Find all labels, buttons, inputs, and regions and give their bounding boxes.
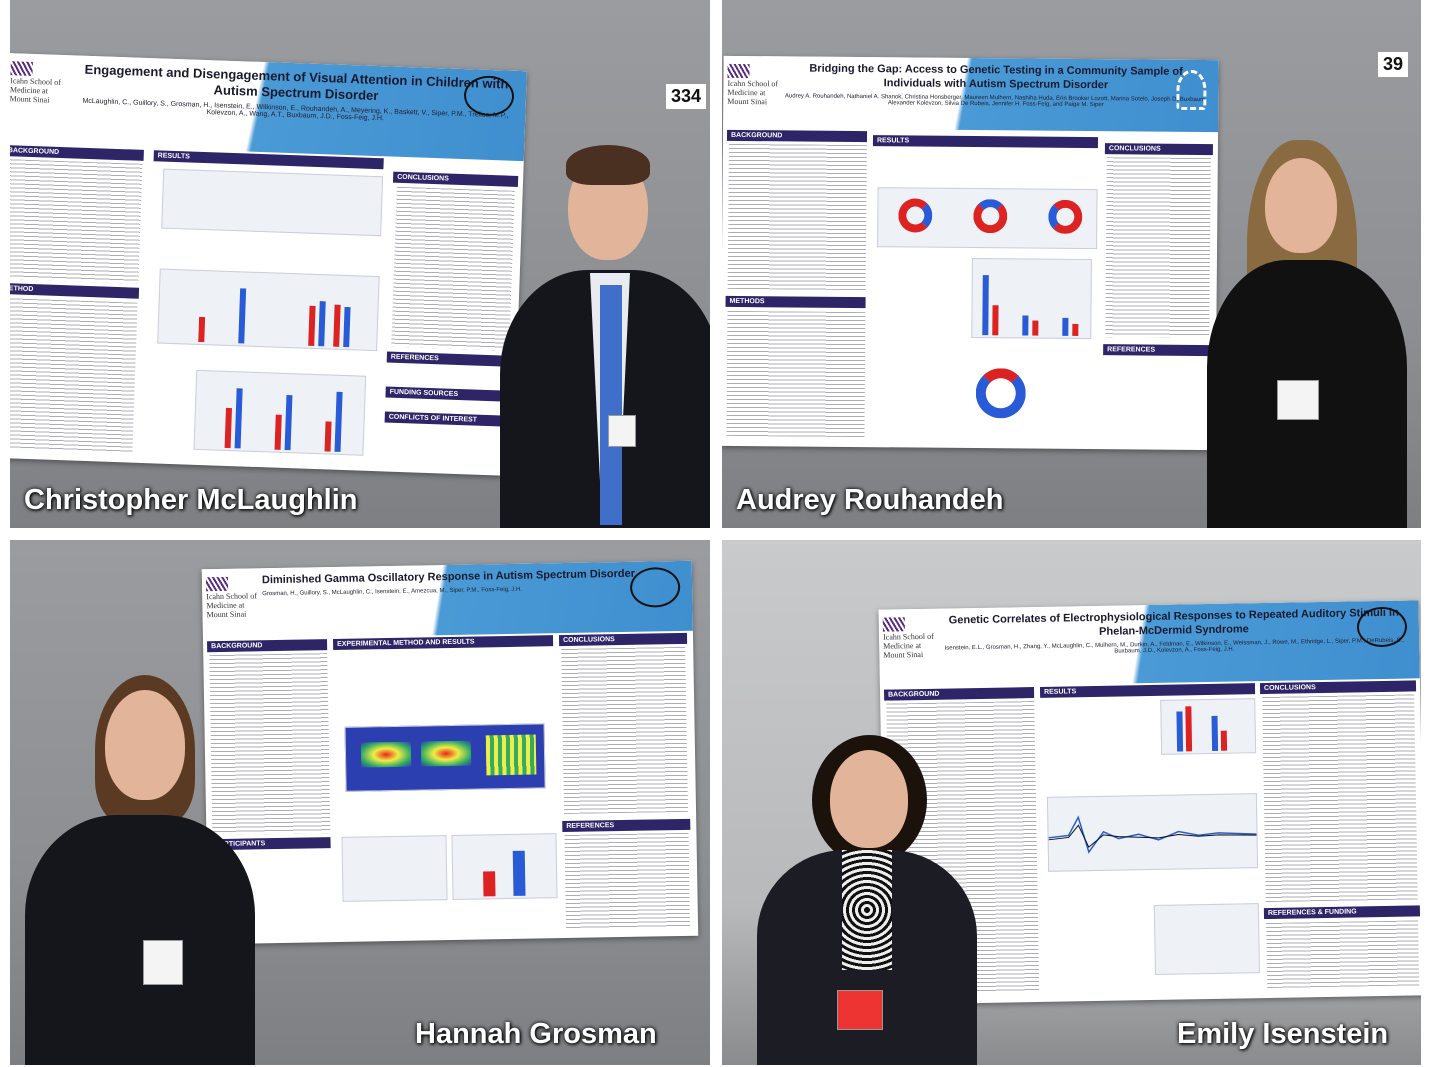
- name-badge: [1277, 380, 1319, 420]
- bar-chart-figure: [157, 268, 380, 352]
- time-frequency-plots: [344, 723, 546, 792]
- bar-chart-figure: [451, 833, 558, 900]
- scatter-plot-figure: [1153, 903, 1260, 975]
- section-header: RESULTS: [872, 135, 1099, 149]
- waveform-lines: [1048, 815, 1257, 854]
- section-header: METHODS: [725, 295, 866, 309]
- pie-chart-figure: [975, 368, 1026, 419]
- caption: Christopher McLaughlin: [24, 484, 358, 516]
- person: [500, 145, 710, 528]
- section-header: CONCLUSIONS: [1259, 680, 1417, 695]
- poster: Icahn School of Medicine at Mount Sinai …: [722, 55, 1219, 451]
- board-number: 334: [666, 84, 707, 109]
- poster: Icahn School of Medicine at Mount Sinai …: [10, 53, 527, 476]
- brain-icon: [629, 566, 681, 608]
- autism-ribbon-icon: [1176, 69, 1207, 111]
- section-header: REFERENCES: [386, 351, 512, 367]
- section-header: BACKGROUND: [883, 687, 1035, 701]
- photo-emily-isenstein: Icahn School of Medicine at Mount Sinai …: [722, 540, 1421, 1065]
- photo-audrey-rouhandeh: Icahn School of Medicine at Mount Sinai …: [722, 0, 1421, 528]
- section-header: REFERENCES: [562, 818, 691, 833]
- section-header: BACKGROUND: [207, 639, 328, 653]
- institution-logo: Icahn School of Medicine at Mount Sinai: [205, 576, 259, 619]
- section-header: FUNDING SOURCES: [385, 386, 511, 402]
- institution-logo: Icahn School of Medicine at Mount Sinai: [727, 63, 779, 107]
- caption: Hannah Grosman: [415, 1018, 657, 1050]
- section-header: RESULTS: [1039, 683, 1256, 698]
- poster: Icahn School of Medicine at Mount Sinai …: [201, 560, 699, 945]
- bar-chart-figure: [971, 258, 1092, 340]
- photo-hannah-grosman: Icahn School of Medicine at Mount Sinai …: [10, 540, 710, 1065]
- donut-charts-figure: [877, 187, 1098, 250]
- person: [25, 675, 255, 1065]
- name-badge: [608, 415, 636, 447]
- caption: Audrey Rouhandeh: [736, 484, 1004, 516]
- caption: Emily Isenstein: [1177, 1018, 1389, 1050]
- person: [757, 735, 977, 1065]
- poster-title: Genetic Correlates of Electrophysiologic…: [948, 606, 1399, 638]
- photo-christopher-mclaughlin: Icahn School of Medicine at Mount Sinai …: [10, 0, 710, 528]
- section-header: REFERENCES: [1103, 344, 1212, 357]
- institution-logo: Icahn School of Medicine at Mount Sinai: [882, 617, 936, 660]
- poster-authors: Audrey A. Rouhandeh, Nathaniel A. Shanok…: [784, 92, 1207, 108]
- section-header: REFERENCES & FUNDING: [1263, 905, 1421, 920]
- poster-title: Bridging the Gap: Access to Genetic Test…: [809, 62, 1183, 91]
- section-header: EXPERIMENTAL METHOD AND RESULTS: [333, 635, 554, 651]
- name-badge: [143, 940, 183, 985]
- section-header: BACKGROUND: [726, 129, 868, 143]
- eyetracking-task-figure: [161, 168, 384, 237]
- line-chart-figure: [341, 835, 448, 902]
- board-number: 39: [1378, 52, 1409, 77]
- erp-waveform-figure: [1046, 793, 1259, 872]
- section-header: METHOD: [10, 282, 140, 299]
- section-header: CONCLUSIONS: [558, 632, 688, 647]
- person: [1197, 140, 1417, 528]
- name-badge: [837, 990, 883, 1030]
- poster: Icahn School of Medicine at Mount Sinai …: [878, 600, 1421, 1005]
- institution-logo: Icahn School of Medicine at Mount Sinai: [10, 61, 63, 105]
- bar-chart-figure: [193, 369, 367, 456]
- section-header: BACKGROUND: [10, 144, 144, 161]
- bar-chart-figure: [1160, 698, 1257, 755]
- section-header: CONFLICTS OF INTEREST: [384, 411, 510, 427]
